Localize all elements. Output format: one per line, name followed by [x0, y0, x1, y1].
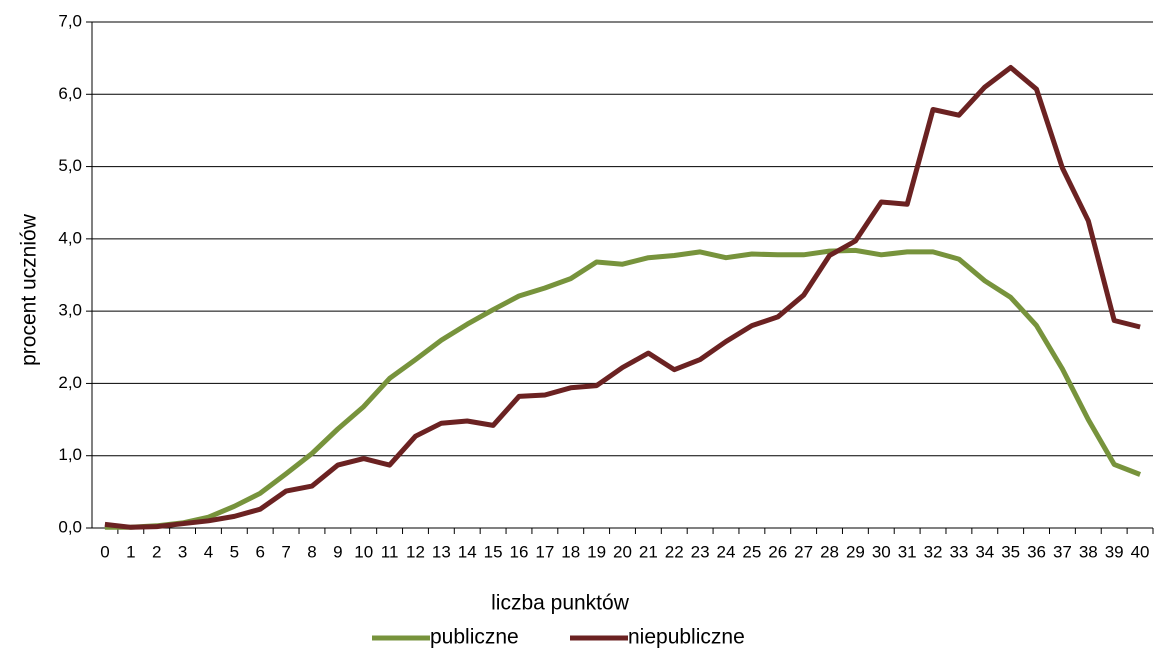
- x-tick-label: 30: [872, 542, 891, 561]
- y-tick-label: 0,0: [58, 517, 82, 536]
- x-tick-label: 38: [1079, 542, 1098, 561]
- x-tick-label: 32: [924, 542, 943, 561]
- x-tick-label: 27: [794, 542, 813, 561]
- x-tick-label: 18: [561, 542, 580, 561]
- series-line: [104, 247, 1142, 530]
- x-tick-label: 1: [126, 542, 135, 561]
- y-tick-label: 6,0: [58, 84, 82, 103]
- x-tick-label: 19: [587, 542, 606, 561]
- x-tick-label: 37: [1053, 542, 1072, 561]
- y-tick-label: 4,0: [58, 228, 82, 247]
- x-tick-label: 4: [204, 542, 213, 561]
- x-tick-label: 16: [510, 542, 529, 561]
- x-tick-label: 29: [846, 542, 865, 561]
- x-tick-label: 5: [230, 542, 239, 561]
- x-tick-label: 8: [307, 542, 316, 561]
- x-tick-label: 12: [406, 542, 425, 561]
- y-tick-label: 2,0: [58, 373, 82, 392]
- legend-label: niepubliczne: [628, 626, 745, 649]
- y-axis-title: procent uczniów: [18, 213, 41, 366]
- x-tick-label: 33: [949, 542, 968, 561]
- x-tick-label: 15: [484, 542, 503, 561]
- legend-label: publiczne: [430, 626, 519, 649]
- x-tick-label: 35: [1001, 542, 1020, 561]
- x-tick-label: 25: [742, 542, 761, 561]
- x-tick-label: 20: [613, 542, 632, 561]
- x-tick-label: 34: [975, 542, 994, 561]
- y-tick-label: 5,0: [58, 156, 82, 175]
- x-tick-label: 14: [458, 542, 477, 561]
- x-tick-label: 0: [100, 542, 109, 561]
- series-line: [104, 65, 1141, 530]
- x-tick-label: 28: [820, 542, 839, 561]
- x-tick-label: 2: [152, 542, 161, 561]
- x-tick-label: 23: [691, 542, 710, 561]
- x-tick-label: 10: [354, 542, 373, 561]
- x-tick-label: 3: [178, 542, 187, 561]
- x-axis-title: liczba punktów: [491, 592, 630, 615]
- x-tick-label: 6: [255, 542, 264, 561]
- x-tick-label: 39: [1105, 542, 1124, 561]
- x-tick-label: 36: [1027, 542, 1046, 561]
- x-tick-label: 26: [768, 542, 787, 561]
- x-tick-label: 9: [333, 542, 342, 561]
- x-tick-label: 40: [1131, 542, 1150, 561]
- x-tick-label: 22: [665, 542, 684, 561]
- x-tick-label: 31: [898, 542, 917, 561]
- y-tick-label: 1,0: [58, 445, 82, 464]
- y-tick-label: 3,0: [58, 301, 82, 320]
- x-tick-label: 7: [281, 542, 290, 561]
- y-tick-label: 7,0: [58, 11, 82, 30]
- x-tick-label: 17: [535, 542, 554, 561]
- x-tick-label: 13: [432, 542, 451, 561]
- x-tick-label: 21: [639, 542, 658, 561]
- x-tick-label: 11: [381, 542, 399, 561]
- x-tick-label: 24: [717, 542, 736, 561]
